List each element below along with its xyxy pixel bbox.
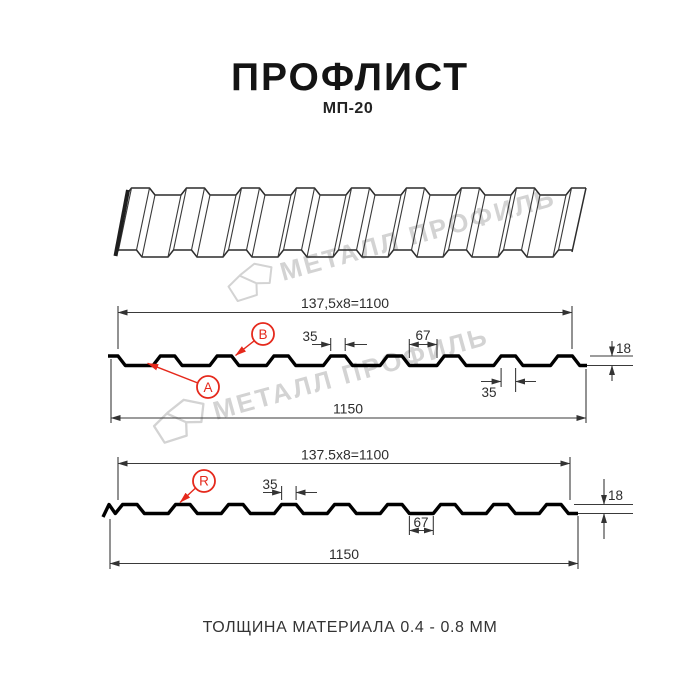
label-r-letter: R	[199, 474, 209, 489]
sheet-3d-view	[113, 187, 587, 258]
rib-edge-line	[337, 187, 353, 251]
page-title: ПРОФЛИСТ	[231, 56, 469, 99]
rib-edge-line	[251, 194, 266, 258]
dim-pitch-formula-r: 137.5x8=1100	[117, 447, 571, 500]
dim-text-rib2: 35	[481, 385, 496, 400]
dim-text-height: 18	[616, 341, 631, 356]
profile-reverse-path	[101, 502, 578, 518]
rib-edge-line	[196, 194, 211, 258]
label-a-letter: A	[203, 380, 212, 395]
rib-edge-line	[222, 194, 237, 258]
label-r: R	[179, 469, 216, 504]
page-subtitle: МП-20	[323, 100, 373, 117]
dim-text-valley-r: 67	[413, 515, 428, 530]
profile-outline-face	[108, 354, 587, 368]
rib-edge-line	[447, 187, 463, 251]
rib-edge-line	[117, 187, 133, 251]
rib-edge-line	[392, 187, 408, 251]
rib-edge-line	[552, 194, 567, 258]
dim-text-overall-r: 1150	[329, 546, 359, 562]
dim-valley-width: 67	[408, 328, 438, 358]
dim-overall-width-r: 1150	[109, 516, 579, 569]
brand-logo-icon	[152, 398, 205, 444]
rib-edge-line	[190, 187, 206, 251]
dim-rib-width-r: 35	[262, 477, 317, 500]
dim-height: 18	[587, 341, 633, 381]
rib-edge-line	[361, 194, 376, 258]
rib-edge-line	[300, 187, 316, 251]
label-b-letter: B	[258, 327, 267, 342]
rib-edge-line	[471, 194, 486, 258]
rib-edge-line	[306, 194, 321, 258]
dim-text-overall: 1150	[333, 401, 363, 417]
brand-logo-icon	[227, 262, 273, 303]
watermark-upper: МЕТАЛЛ ПРОФИЛЬ	[227, 182, 559, 303]
rib-edge-line	[172, 187, 188, 251]
rib-edge-line	[277, 194, 292, 258]
profile-face-path	[108, 354, 587, 368]
rib-edge-line	[282, 187, 298, 251]
rib-edge-line	[141, 194, 156, 258]
rib-edge-line	[502, 187, 518, 251]
label-a-circle	[196, 375, 220, 399]
dim-text-valley: 67	[415, 328, 430, 343]
profile-outline-reverse	[101, 502, 578, 518]
rib-edge-line	[442, 194, 457, 258]
rib-edge-line	[135, 187, 151, 251]
rib-edge-line	[557, 187, 573, 251]
cross-section-face: 137,5x8=1100 1150 35 67	[108, 295, 633, 423]
dim-overall-width: 1150	[110, 359, 587, 423]
rib-edge-line	[520, 187, 536, 251]
rib-edge-line	[526, 194, 541, 258]
dim-text-pitch: 137,5x8=1100	[301, 295, 389, 311]
dim-text-height-r: 18	[608, 488, 623, 503]
dim-text-rib-r: 35	[262, 477, 277, 492]
rib-edge-line	[355, 187, 371, 251]
rib-edge-line	[410, 187, 426, 251]
rib-edge-line	[332, 194, 347, 258]
dim-height-r: 18	[574, 479, 633, 539]
dim-rib-width-top: 35	[302, 329, 367, 351]
dim-text-pitch-r: 137.5x8=1100	[301, 447, 389, 463]
sheet-right-cut-edge	[571, 187, 587, 253]
material-thickness-note: ТОЛЩИНА МАТЕРИАЛА 0.4 - 0.8 ММ	[203, 619, 498, 636]
dim-rib-width-bottom: 35	[481, 368, 536, 400]
dim-valley-width-r: 67	[408, 515, 434, 535]
rib-edge-line	[245, 187, 261, 251]
rib-edge-line	[167, 194, 182, 258]
label-b-circle	[251, 322, 275, 346]
dim-text-rib: 35	[302, 329, 317, 344]
cross-section-reverse: 137.5x8=1100 1150 35 67 18	[101, 447, 633, 569]
rib-edge-line	[227, 187, 243, 251]
rib-edge-line	[387, 194, 402, 258]
rib-edge-line	[497, 194, 512, 258]
sheet-left-thickness-edge	[113, 189, 130, 257]
dim-pitch-formula: 137,5x8=1100	[117, 295, 573, 349]
label-r-circle	[192, 469, 216, 493]
watermark-lower: МЕТАЛЛ ПРОФИЛЬ	[152, 321, 492, 444]
rib-edge-line	[416, 194, 431, 258]
label-b: B	[235, 322, 275, 357]
rib-edge-line	[465, 187, 481, 251]
label-a: A	[147, 362, 220, 399]
